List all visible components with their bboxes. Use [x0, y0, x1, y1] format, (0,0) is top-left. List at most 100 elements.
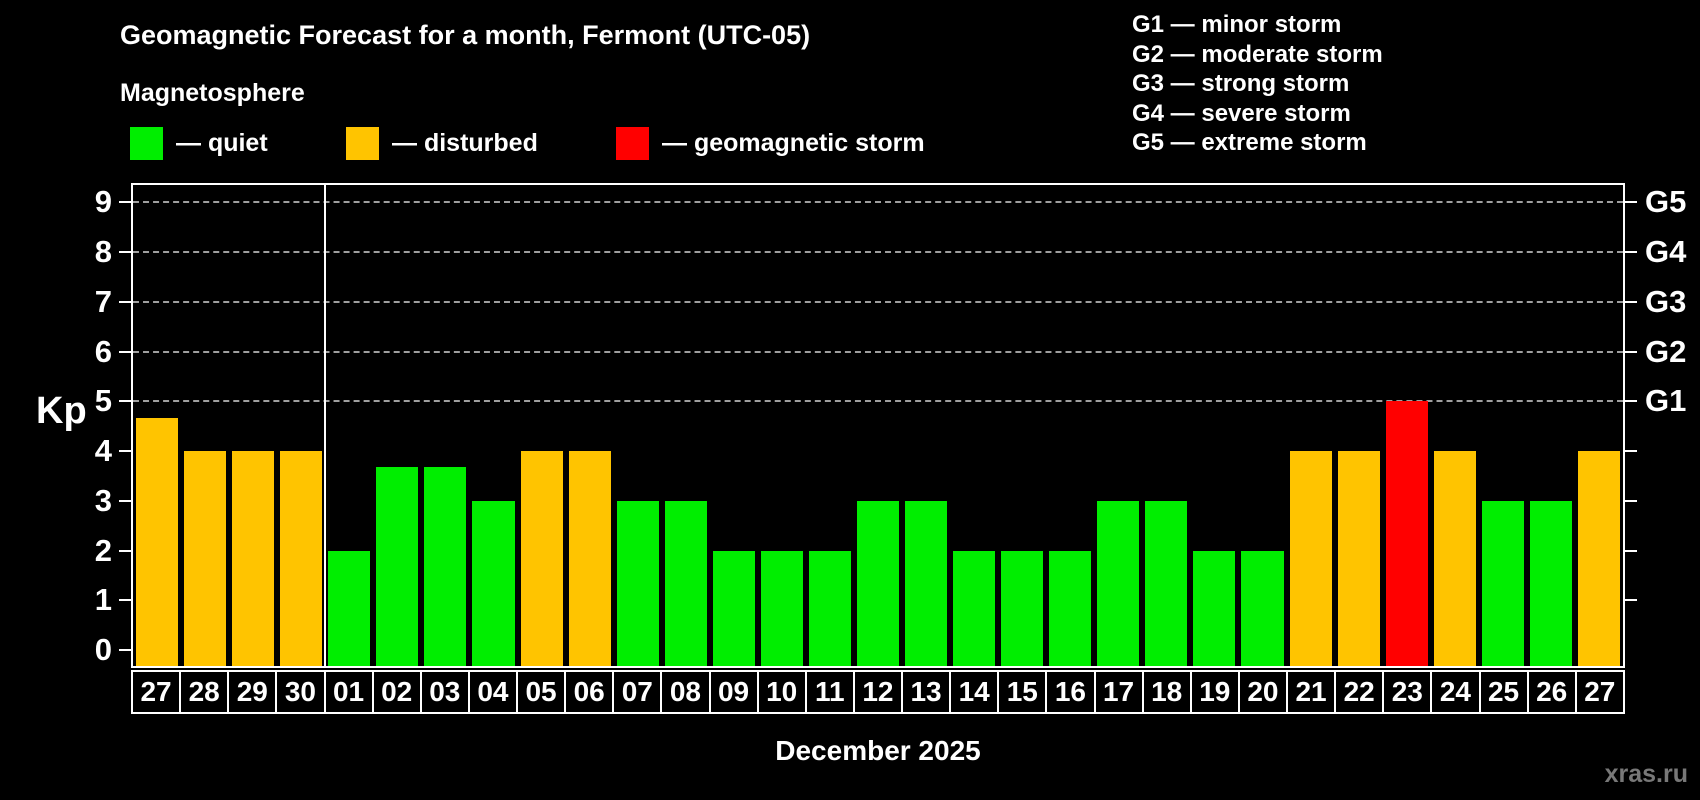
g-scale-legend: G1 — minor storm G2 — moderate storm G3 …	[1132, 10, 1383, 158]
y-axis-tick-3	[119, 499, 131, 502]
kp-bar-day-14	[953, 550, 996, 666]
date-cell-26: 26	[1526, 670, 1577, 714]
right-axis-tick-1	[1625, 599, 1637, 602]
date-cell-14: 14	[949, 670, 1000, 714]
gridline-kp8	[133, 251, 1623, 253]
kp-bar-day-20	[1241, 550, 1284, 666]
y-axis-tick-6	[119, 350, 131, 353]
legend-item-storm: — geomagnetic storm	[616, 126, 925, 160]
y-axis-tick-8	[119, 251, 131, 253]
x-axis-month-label: December 2025	[775, 735, 981, 766]
disturbed-color-swatch	[346, 126, 379, 160]
date-cell-10: 10	[756, 670, 807, 714]
kp-bar-day-09	[712, 550, 755, 666]
y-axis-tick-1	[119, 599, 131, 602]
kp-bar-day-24	[1433, 451, 1476, 666]
kp-bar-day-25	[1481, 500, 1524, 666]
kp-bar-day-27	[136, 417, 179, 666]
kp-bar-day-03	[424, 467, 467, 666]
date-cell-18: 18	[1141, 670, 1192, 714]
g-legend-line-g1: G1 — minor storm	[1132, 11, 1342, 38]
right-axis-tick-5	[1625, 400, 1637, 403]
g-axis-label-g4: G4	[1645, 234, 1687, 269]
kp-bar-day-10	[760, 550, 803, 666]
kp-bar-day-19	[1193, 550, 1236, 666]
date-cell-17: 17	[1093, 670, 1144, 714]
date-cell-04: 04	[467, 670, 518, 714]
watermark: xras.ru	[1604, 760, 1688, 788]
g-legend-line-g2: G2 — moderate storm	[1132, 40, 1383, 68]
kp-bar-day-04	[472, 500, 515, 666]
y-axis-tick-label-0: 0	[94, 632, 112, 667]
right-axis-tick-7	[1625, 300, 1637, 303]
date-cell-19: 19	[1189, 670, 1240, 714]
date-cell-09: 09	[708, 670, 759, 714]
y-axis-tick-label-4: 4	[94, 433, 112, 468]
y-axis-title-kp: Kp	[36, 390, 87, 432]
right-axis-tick-8	[1625, 251, 1637, 253]
right-axis-tick-9	[1625, 201, 1637, 204]
g-axis-label-g1: G1	[1645, 383, 1687, 419]
month-separator	[324, 185, 327, 666]
g-legend-line-g5: G5 — extreme storm	[1132, 129, 1367, 156]
date-cell-03: 03	[419, 670, 470, 714]
date-cell-02: 02	[371, 670, 422, 714]
kp-bar-day-07	[616, 500, 659, 666]
date-cell-08: 08	[660, 670, 711, 714]
y-axis-tick-label-9: 9	[94, 184, 112, 220]
date-cell-12: 12	[852, 670, 903, 714]
date-cell-11: 11	[804, 670, 855, 714]
kp-bar-day-11	[808, 550, 851, 666]
date-cell-27: 27	[1574, 670, 1625, 714]
right-axis-tick-2	[1625, 549, 1637, 552]
kp-bar-day-28	[184, 451, 227, 666]
legend-label-quiet: — quiet	[176, 128, 268, 157]
date-cell-25: 25	[1478, 670, 1529, 714]
right-axis-tick-3	[1625, 499, 1637, 502]
y-axis-tick-7	[119, 300, 131, 303]
plot-area	[131, 183, 1625, 668]
y-axis-tick-label-1: 1	[94, 582, 112, 618]
date-cell-22: 22	[1334, 670, 1385, 714]
date-cell-15: 15	[997, 670, 1048, 714]
kp-bar-day-17	[1097, 500, 1140, 666]
date-cell-07: 07	[612, 670, 663, 714]
kp-bar-day-29	[232, 451, 275, 666]
date-cell-13: 13	[901, 670, 952, 714]
chart-subtitle: Magnetosphere	[120, 79, 305, 107]
kp-bar-day-18	[1145, 500, 1188, 666]
kp-bar-day-23	[1385, 401, 1428, 666]
y-axis-tick-4	[119, 450, 131, 452]
y-axis-tick-2	[119, 549, 131, 552]
kp-bar-day-15	[1001, 550, 1044, 666]
kp-bar-day-12	[856, 500, 900, 666]
x-axis-date-row: 27 28 29 30 01 02 03 04 05 06 07 08 09 10 11 12 13 14 15 16…	[131, 670, 1625, 714]
date-cell-21: 21	[1286, 670, 1337, 714]
kp-bar-day-13	[905, 500, 948, 666]
g-legend-line-g3: G3 — strong storm	[1132, 70, 1350, 97]
y-axis-tick-label-8: 8	[94, 234, 112, 269]
legend-item-disturbed: — disturbed	[346, 126, 538, 160]
kp-bar-day-22	[1337, 451, 1380, 666]
date-cell-16: 16	[1045, 670, 1096, 714]
right-axis-tick-4	[1625, 450, 1637, 452]
kp-bar-day-05	[520, 451, 563, 666]
gridline-kp6	[133, 350, 1623, 353]
y-axis-tick-0	[119, 649, 131, 651]
kp-bar-day-02	[376, 467, 419, 666]
legend-label-disturbed: — disturbed	[392, 128, 538, 157]
kp-bar-day-26	[1529, 500, 1572, 666]
y-axis-tick-label-2: 2	[94, 532, 112, 568]
date-cell-05: 05	[516, 670, 567, 714]
date-cell-30: 30	[275, 670, 326, 714]
kp-bar-day-30	[280, 451, 323, 666]
y-axis-tick-label-5: 5	[94, 383, 112, 419]
right-axis-tick-6	[1625, 350, 1637, 353]
gridline-kp9	[133, 201, 1623, 204]
storm-color-swatch	[616, 126, 649, 160]
date-cell-23: 23	[1382, 670, 1433, 714]
kp-bar-day-27	[1577, 451, 1620, 666]
y-axis-tick-9	[119, 201, 131, 204]
date-cell-01: 01	[323, 670, 374, 714]
